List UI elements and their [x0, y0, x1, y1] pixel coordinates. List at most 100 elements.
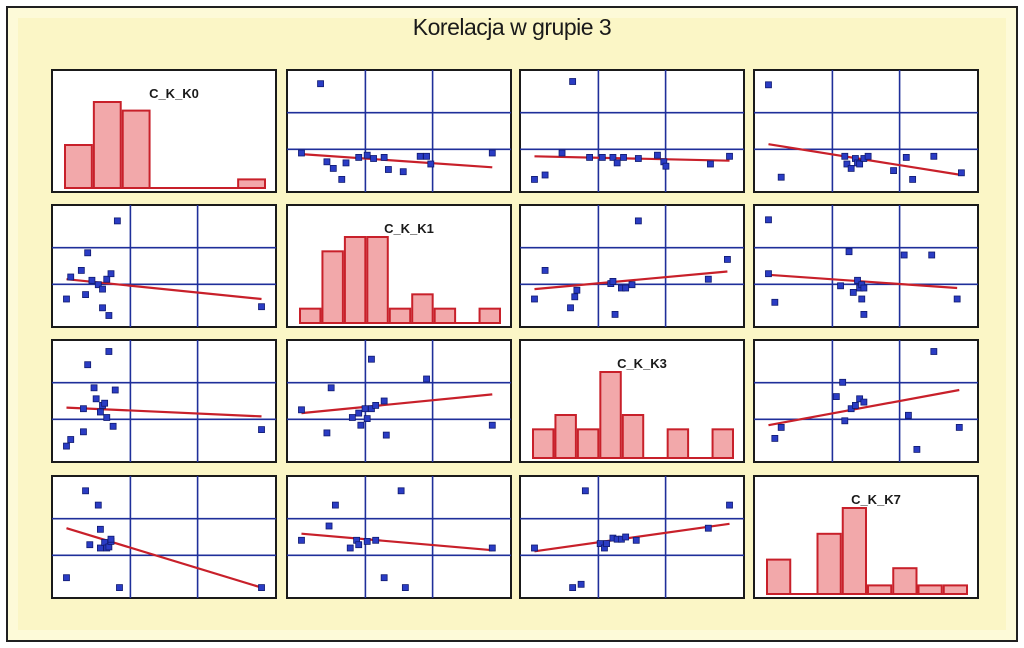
histogram-bar — [867, 584, 893, 596]
data-point — [845, 248, 853, 256]
histogram-bar — [532, 428, 555, 460]
data-point — [531, 295, 538, 303]
data-point — [613, 159, 621, 167]
data-point — [909, 175, 917, 183]
data-point — [771, 298, 779, 306]
histogram-bar — [917, 584, 943, 596]
regression-line — [301, 393, 493, 415]
data-point — [488, 149, 496, 157]
data-point — [777, 423, 785, 431]
data-point — [958, 169, 965, 177]
variable-label: C_K_K7 — [851, 492, 901, 507]
data-point — [363, 151, 371, 159]
data-point — [854, 276, 861, 284]
data-point — [86, 541, 94, 549]
data-point — [586, 153, 593, 161]
panel-background — [519, 69, 745, 193]
data-point — [82, 291, 89, 299]
data-point — [928, 251, 936, 259]
data-point — [357, 421, 365, 429]
scatter-r0-c1 — [298, 80, 496, 183]
histogram-bar — [942, 584, 968, 596]
histogram-bar — [554, 414, 577, 459]
data-point — [531, 544, 538, 552]
data-point — [380, 153, 388, 161]
data-point — [856, 160, 864, 168]
data-point — [372, 536, 380, 544]
data-point — [67, 436, 75, 443]
histogram-bar — [388, 307, 412, 324]
data-point — [105, 543, 113, 551]
data-point — [569, 584, 577, 591]
data-point — [620, 153, 627, 161]
data-point — [581, 487, 589, 495]
data-point — [323, 158, 331, 166]
data-point — [103, 275, 111, 283]
data-point — [860, 284, 868, 292]
data-point — [88, 276, 96, 284]
data-point — [622, 284, 630, 292]
data-point — [97, 544, 104, 552]
panel-background — [753, 204, 979, 328]
histogram-bar — [892, 567, 918, 596]
data-point — [323, 429, 331, 437]
data-point — [843, 160, 851, 168]
data-point — [361, 405, 369, 413]
data-point — [329, 164, 337, 172]
data-point — [370, 155, 377, 162]
data-point — [84, 249, 92, 257]
data-point — [531, 175, 538, 183]
regression-line — [534, 270, 728, 291]
data-point — [567, 304, 574, 312]
data-point — [662, 162, 670, 170]
data-point — [955, 423, 963, 431]
data-point — [890, 167, 897, 175]
data-point — [841, 417, 849, 425]
data-point — [380, 397, 388, 405]
histogram-C_K_K7: C_K_K7 — [766, 492, 968, 596]
panel-r2-c1 — [286, 339, 512, 463]
data-point — [571, 293, 579, 301]
data-point — [355, 409, 363, 417]
scatter-r2-c0 — [63, 348, 265, 450]
variable-label: C_K_K0 — [149, 86, 199, 101]
histogram-bar — [64, 144, 93, 189]
data-point — [63, 295, 70, 303]
scatter-r0-c3 — [765, 81, 965, 183]
data-point — [80, 405, 87, 413]
data-point — [94, 281, 102, 289]
scatter-r3-c2 — [531, 487, 733, 591]
histogram-bar — [621, 414, 645, 459]
data-point — [80, 428, 87, 436]
data-point — [488, 544, 496, 552]
data-point — [577, 580, 585, 588]
data-point — [97, 408, 104, 416]
data-point — [346, 544, 354, 552]
histogram-bar — [343, 236, 367, 324]
panel-background — [286, 339, 512, 463]
data-point — [427, 160, 435, 168]
histogram-bar — [121, 109, 151, 189]
histogram-bar — [666, 428, 690, 460]
data-point — [628, 281, 636, 289]
data-point — [953, 295, 961, 303]
data-point — [603, 540, 610, 547]
data-point — [298, 149, 305, 157]
histogram-bar — [299, 307, 322, 324]
data-point — [704, 524, 712, 532]
data-point — [67, 273, 75, 281]
data-point — [101, 399, 109, 407]
data-point — [382, 431, 390, 439]
data-point — [384, 166, 392, 173]
data-point — [105, 348, 113, 355]
data-point — [103, 414, 111, 421]
data-point — [900, 251, 908, 259]
histogram-bar — [321, 250, 344, 324]
regression-line — [768, 388, 960, 427]
data-point — [355, 153, 363, 161]
data-point — [363, 415, 371, 423]
data-point — [609, 153, 617, 161]
data-point — [258, 584, 265, 591]
regression-line — [534, 155, 730, 162]
